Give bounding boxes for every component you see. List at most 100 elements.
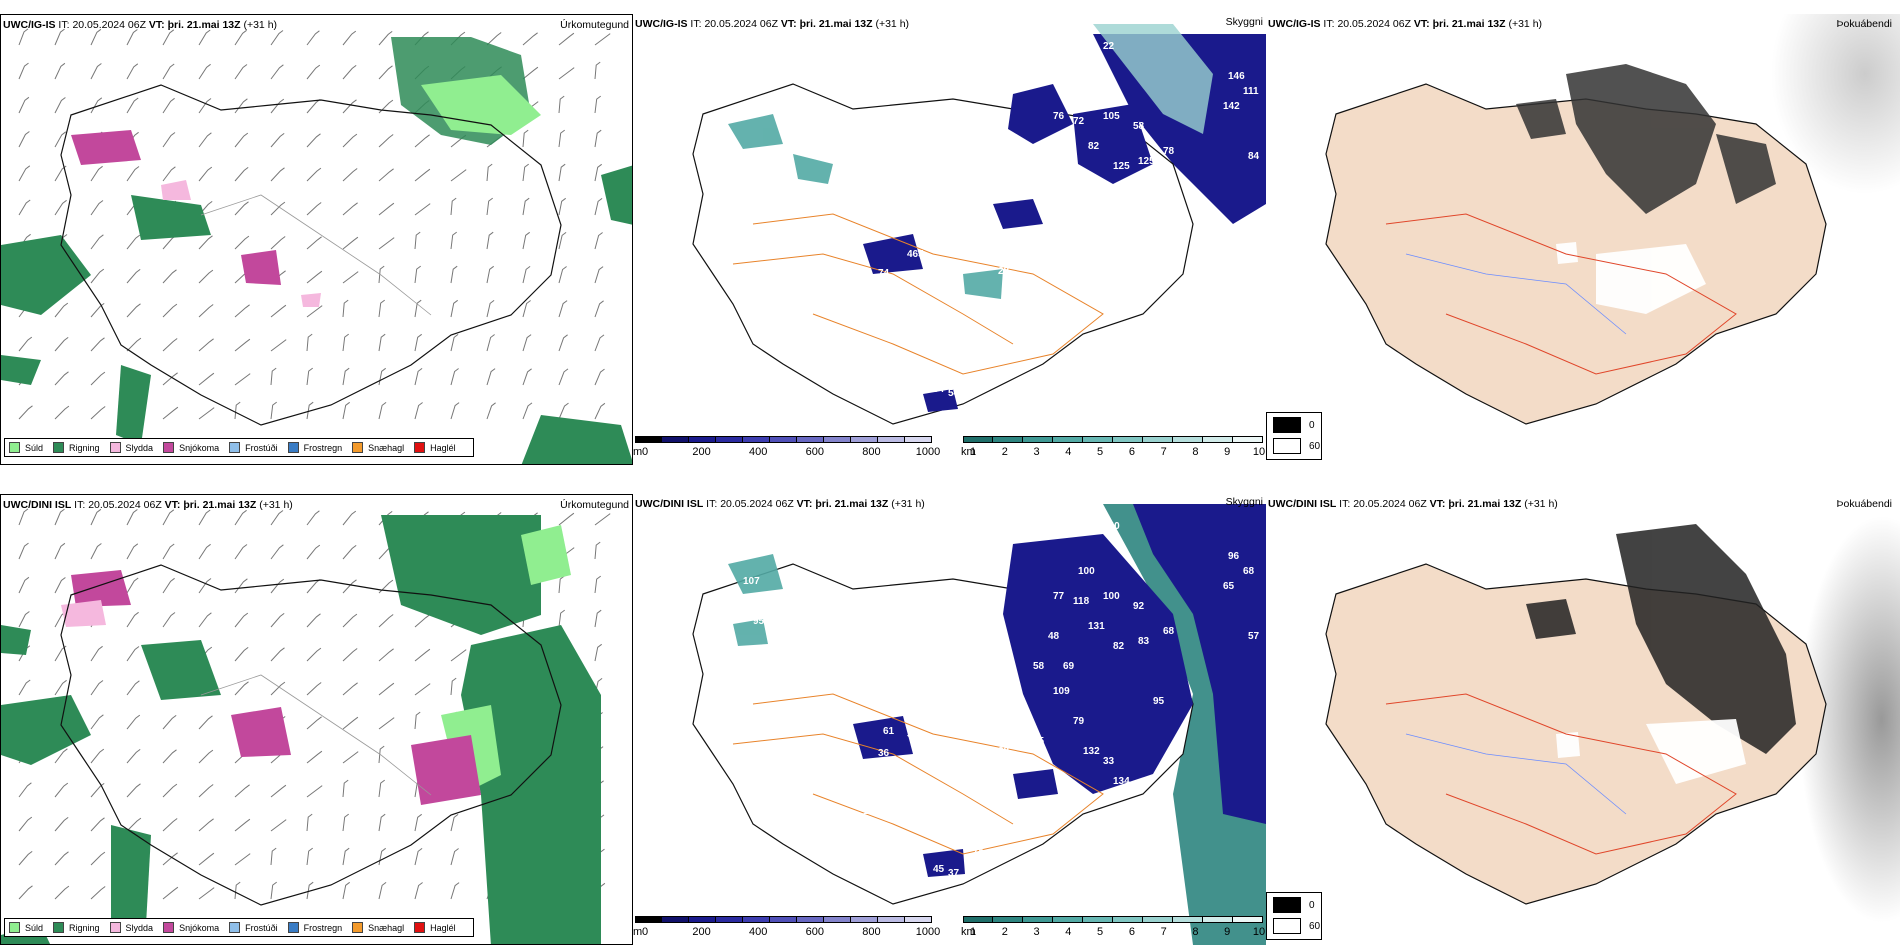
wind-barb	[198, 509, 211, 526]
wind-barb	[522, 266, 531, 284]
wind-barb	[90, 28, 102, 46]
legend-label: Súld	[25, 922, 44, 933]
wind-barb	[558, 512, 575, 526]
wind-barb	[162, 63, 175, 80]
fog-panel-row2: UWC/DINI ISL IT: 20.05.2024 06Z VT: þri.…	[1266, 494, 1900, 945]
colorbar-segment	[878, 436, 905, 443]
wind-barb	[18, 576, 30, 594]
wind-barb	[558, 334, 568, 352]
cloudbase-value: 125	[1138, 156, 1155, 167]
legend-label: Rigning	[69, 442, 100, 453]
wind-barb	[594, 33, 611, 46]
wind-barb	[450, 265, 458, 284]
wind-barb	[54, 851, 69, 866]
wind-barb	[90, 508, 102, 526]
field-name: Úrkomutegund	[560, 19, 629, 31]
wind-barb	[162, 783, 178, 798]
colorbar-tick: 6	[1128, 446, 1135, 458]
wind-barb	[558, 129, 565, 148]
wind-barb	[198, 235, 213, 250]
cloudbase-value: 69	[1063, 661, 1075, 672]
colorbar-segment	[1203, 916, 1233, 923]
wind-barb	[306, 202, 322, 216]
wind-barb	[234, 304, 250, 318]
wind-barb	[162, 612, 176, 628]
wind-barb	[270, 681, 286, 696]
colorbar-unit: m	[633, 926, 643, 938]
colorbar-tick: 400	[749, 926, 768, 938]
wind-barb	[342, 545, 357, 560]
wind-barb	[342, 299, 349, 318]
legend-swatch	[414, 442, 426, 453]
wind-barb	[306, 813, 313, 832]
wind-barb	[90, 680, 104, 696]
wind-barb	[90, 783, 105, 798]
field-name: Úrkomutegund	[560, 499, 629, 511]
colorbar-segment	[1203, 436, 1233, 443]
wind-barb	[378, 847, 386, 866]
wind-barb	[270, 544, 284, 560]
legend-item: Súld	[9, 922, 43, 933]
fog-legend-row: 60	[1273, 438, 1320, 454]
wind-barb	[414, 614, 430, 628]
wind-barb	[342, 333, 349, 352]
cloudbase-value: 72	[1078, 86, 1090, 97]
colorbar-tick: 5	[1097, 446, 1104, 458]
wind-barb	[414, 813, 422, 832]
panel-title: UWC/DINI ISL IT: 20.05.2024 06Z VT: þri.…	[3, 499, 293, 511]
wind-barb	[306, 236, 322, 250]
wind-barb	[450, 882, 460, 900]
colorbar-segment	[770, 436, 797, 443]
wind-barb	[378, 31, 393, 46]
wind-barb	[126, 680, 140, 696]
cloudbase-value: 107	[743, 576, 760, 587]
colorbar-segment	[716, 916, 743, 923]
wind-barb	[234, 235, 250, 250]
cloudbase-value: 118	[1073, 596, 1090, 607]
wind-barb	[234, 544, 248, 560]
cloudbase-value: 95	[1033, 736, 1045, 747]
legend-item: Snjókoma	[163, 442, 219, 453]
wind-barb	[558, 32, 575, 46]
wind-barb	[198, 784, 214, 798]
wind-barb	[270, 881, 277, 900]
cloudbase-value: 105	[1103, 111, 1120, 122]
legend-swatch	[53, 442, 65, 453]
legend-item: Súld	[9, 442, 43, 453]
wind-barb	[486, 402, 496, 420]
fog-swatch	[1273, 417, 1301, 433]
precip-map	[1, 508, 611, 944]
wind-barb	[558, 266, 567, 284]
colorbar-segment	[878, 916, 905, 923]
wind-barb	[378, 202, 395, 216]
wind-barb	[54, 62, 66, 80]
wind-barb	[90, 200, 104, 216]
cloudbase-value: 57	[1248, 631, 1260, 642]
wind-barb	[486, 368, 496, 386]
legend-label: Frostúði	[245, 442, 278, 453]
wind-barb	[522, 66, 539, 80]
cloudbase-value: 146	[1228, 71, 1245, 82]
wind-barb	[270, 819, 287, 832]
cloudbase-value: 92	[1133, 601, 1145, 612]
wind-barb	[378, 882, 387, 900]
colorbar-segment	[1143, 436, 1173, 443]
wind-barb	[342, 133, 358, 148]
cloudbase-value: 28	[998, 266, 1010, 277]
wind-barb	[90, 165, 103, 182]
wind-barb	[306, 64, 321, 80]
precip-legend: Súld Rigning Slydda Snjókoma Frostúði Frostre…	[4, 918, 474, 937]
wind-barb	[18, 96, 30, 114]
wind-barb	[270, 367, 277, 386]
legend-item: Haglél	[414, 922, 456, 933]
legend-item: Slydda	[109, 922, 153, 933]
wind-barb	[378, 65, 393, 80]
cloudbase-value: 76	[1053, 111, 1065, 122]
wind-barb	[54, 199, 67, 216]
wind-barb	[162, 166, 176, 182]
colorbar-tick: 200	[692, 926, 711, 938]
wind-barb	[162, 577, 175, 594]
wind-barb	[342, 881, 350, 900]
wind-barb	[558, 300, 568, 318]
